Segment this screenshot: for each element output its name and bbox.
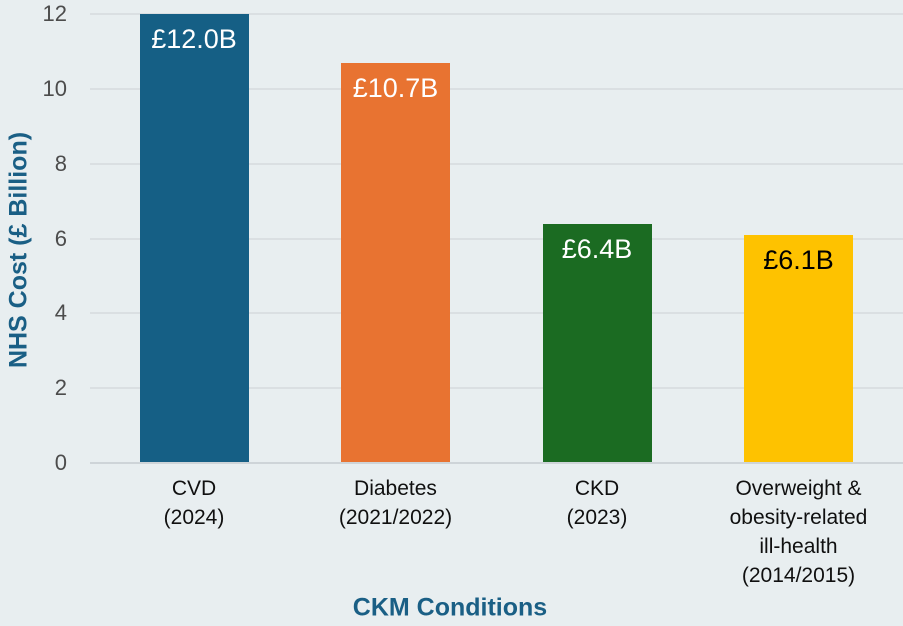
y-tick-label: 8 — [54, 150, 67, 176]
gridline — [90, 237, 903, 240]
y-tick-label: 6 — [54, 225, 67, 251]
gridline — [90, 387, 903, 390]
y-tick-label: 0 — [54, 450, 67, 475]
category-label: CKD (2023) — [566, 477, 628, 529]
x-axis-line — [90, 462, 903, 464]
category-label: Overweight & obesity-related ill-health (20… — [729, 477, 868, 587]
bar-value-label: £6.1B — [763, 244, 834, 275]
gridline — [90, 312, 903, 315]
y-tick-label: 10 — [42, 75, 67, 101]
gridline — [90, 162, 903, 165]
y-tick-label: 4 — [54, 300, 67, 326]
x-axis-title: CKM Conditions — [352, 593, 548, 622]
y-tick-label: 12 — [42, 1, 67, 26]
gridline — [90, 87, 903, 90]
bar-value-label: £12.0B — [151, 24, 237, 54]
bar-value-label: £6.4B — [561, 233, 633, 264]
gridline — [90, 13, 903, 15]
category-label: Diabetes (2021/2022) — [338, 477, 453, 529]
category-label: CVD (2024) — [163, 477, 225, 529]
bar-ckd: £6.4B — [542, 223, 652, 463]
bar-overweight: £6.1B — [744, 234, 853, 463]
bar-cvd: £12.0B — [139, 14, 249, 463]
bar-value-label: £10.7B — [352, 72, 439, 103]
y-tick-label: 2 — [54, 375, 67, 401]
y-axis-title: NHS Cost (£ Billion) — [4, 131, 33, 369]
bar-diabetes: £10.7B — [341, 62, 450, 463]
